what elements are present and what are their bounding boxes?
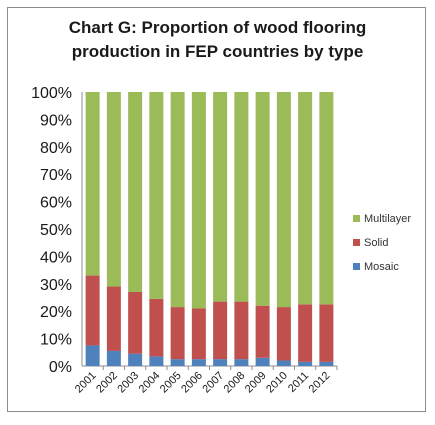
bar-mosaic-2012 xyxy=(319,361,334,366)
x-tick-label: 2007 xyxy=(200,370,226,396)
chart-title-line-1: Chart G: Proportion of wood flooring xyxy=(68,18,367,37)
bar-multilayer-2001 xyxy=(85,92,100,276)
bar-multilayer-2010 xyxy=(276,92,291,308)
x-tick-label: 2005 xyxy=(158,370,184,396)
bar-mosaic-2008 xyxy=(234,359,249,366)
bar-mosaic-2010 xyxy=(276,360,291,366)
legend-swatch-multilayer xyxy=(353,215,360,222)
legend-label-mosaic: Mosaic xyxy=(364,261,399,273)
legend-label-multilayer: Multilayer xyxy=(364,213,411,225)
bar-mosaic-2002 xyxy=(106,350,121,366)
bar-solid-2005 xyxy=(170,307,185,360)
bar-solid-2010 xyxy=(276,307,291,361)
bar-multilayer-2009 xyxy=(255,92,270,306)
bar-mosaic-2004 xyxy=(149,356,164,366)
bar-solid-2007 xyxy=(213,301,228,360)
bar-solid-2012 xyxy=(319,304,334,362)
bar-solid-2011 xyxy=(298,304,313,362)
bar-mosaic-2005 xyxy=(170,359,185,366)
legend-label-solid: Solid xyxy=(364,237,388,249)
x-tick-label: 2008 xyxy=(222,370,248,396)
x-tick-label: 2004 xyxy=(137,370,163,396)
y-tick-label: 80% xyxy=(40,140,72,157)
bar-mosaic-2006 xyxy=(191,359,206,366)
bar-solid-2006 xyxy=(191,308,206,360)
x-tick-label: 2003 xyxy=(115,370,141,396)
bar-multilayer-2003 xyxy=(128,92,143,293)
bar-solid-2009 xyxy=(255,305,270,358)
y-tick-label: 0% xyxy=(49,359,72,376)
bar-multilayer-2007 xyxy=(213,92,228,302)
legend-swatch-solid xyxy=(353,239,360,246)
x-tick-label: 2012 xyxy=(307,370,333,396)
bar-solid-2003 xyxy=(128,292,143,354)
x-tick-label: 2009 xyxy=(243,370,269,396)
bar-solid-2001 xyxy=(85,275,100,346)
y-tick-label: 50% xyxy=(40,222,72,239)
bar-mosaic-2009 xyxy=(255,357,270,366)
bar-mosaic-2001 xyxy=(85,345,100,366)
bar-multilayer-2008 xyxy=(234,92,249,302)
x-tick-label: 2011 xyxy=(286,370,311,395)
legend-swatch-mosaic xyxy=(353,263,360,270)
y-tick-label: 30% xyxy=(40,277,72,294)
chart-title: Chart G: Proportion of wood flooring pro… xyxy=(0,16,435,64)
bar-multilayer-2002 xyxy=(106,92,121,287)
y-tick-label: 100% xyxy=(31,85,72,102)
x-tick-label: 2001 xyxy=(73,370,99,396)
bar-mosaic-2003 xyxy=(128,353,143,366)
y-tick-label: 20% xyxy=(40,304,72,321)
bar-multilayer-2005 xyxy=(170,92,185,308)
bar-mosaic-2011 xyxy=(298,361,313,366)
chart-title-line-2: production in FEP countries by type xyxy=(71,42,364,61)
bar-solid-2002 xyxy=(106,286,121,351)
y-tick-label: 40% xyxy=(40,249,72,266)
bar-solid-2004 xyxy=(149,298,164,357)
x-tick-label: 2006 xyxy=(179,370,205,396)
y-tick-label: 70% xyxy=(40,167,72,184)
bar-mosaic-2007 xyxy=(213,359,228,366)
x-tick-label: 2002 xyxy=(94,370,120,396)
bar-multilayer-2006 xyxy=(191,92,206,309)
bar-multilayer-2004 xyxy=(149,92,164,299)
y-tick-label: 10% xyxy=(40,332,72,349)
bar-multilayer-2011 xyxy=(298,92,313,305)
x-tick-label: 2010 xyxy=(264,370,290,396)
y-tick-label: 60% xyxy=(40,195,72,212)
bar-solid-2008 xyxy=(234,301,249,360)
bar-multilayer-2012 xyxy=(319,92,334,305)
y-tick-label: 90% xyxy=(40,112,72,129)
